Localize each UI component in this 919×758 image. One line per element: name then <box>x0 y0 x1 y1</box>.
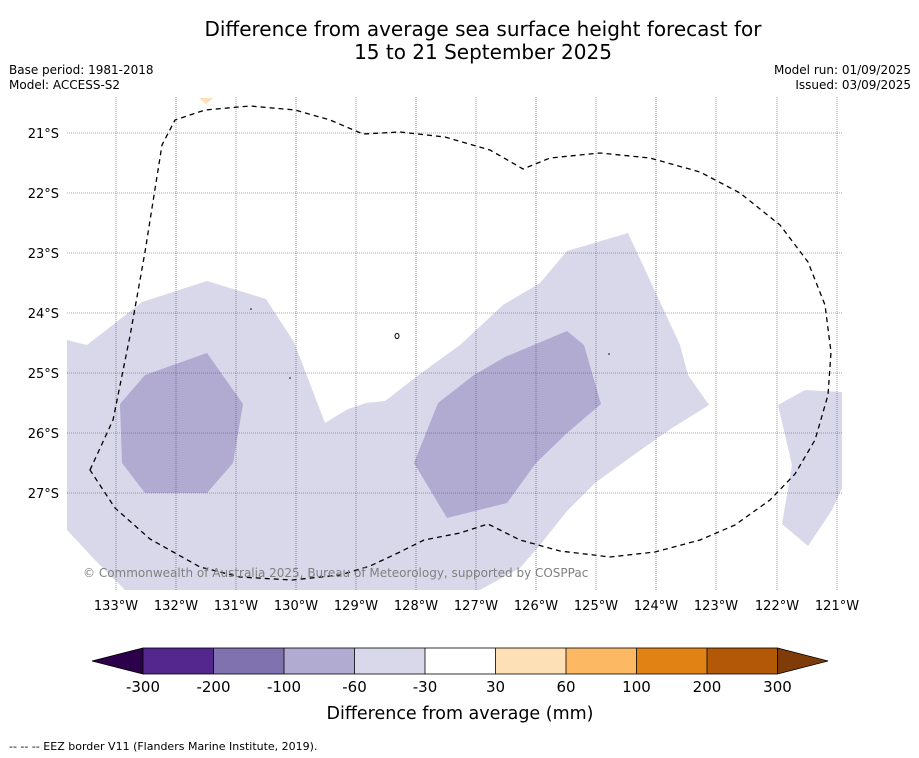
lat-label-22s: 22°S <box>28 187 59 202</box>
meta-right: Model run: 01/09/2025 Issued: 03/09/2025 <box>774 63 911 93</box>
lon-label-122w: 122°W <box>755 599 799 614</box>
anomaly-region-light-purple-east <box>778 390 842 546</box>
lon-label-124w: 124°W <box>634 599 678 614</box>
lon-label-123w: 123°W <box>694 599 738 614</box>
lat-label-27s: 27°S <box>28 487 59 502</box>
anomaly-region-light-purple <box>67 233 709 590</box>
colorbar-extend-low <box>91 647 144 675</box>
colorbar-tick--300: -300 <box>126 678 160 696</box>
base-period: Base period: 1981-2018 <box>9 63 154 77</box>
colorbar-tick-300: 300 <box>763 678 792 696</box>
colorbar-bin-4 <box>354 648 425 674</box>
map-area: © Commonwealth of Australia 2025, Bureau… <box>67 97 842 590</box>
lon-label-126w: 126°W <box>514 599 558 614</box>
issued-date: Issued: 03/09/2025 <box>795 78 911 92</box>
colorbar-tick-30: 30 <box>486 678 505 696</box>
latitude-labels: 21°S 22°S 23°S 24°S 25°S 26°S 27°S <box>28 127 59 502</box>
anomaly-region-mid-purple-west <box>120 353 243 493</box>
title-line-1: Difference from average sea surface heig… <box>204 17 762 41</box>
copyright-text: © Commonwealth of Australia 2025, Bureau… <box>83 566 588 580</box>
gridlines <box>67 97 842 590</box>
lon-label-127w: 127°W <box>454 599 498 614</box>
colorbar-bin-1 <box>143 648 214 674</box>
colorbar-bin-8 <box>636 648 707 674</box>
colorbar-tick-100: 100 <box>622 678 651 696</box>
model-run: Model run: 01/09/2025 <box>773 63 911 77</box>
colorbar-tick--60: -60 <box>342 678 367 696</box>
lat-label-21s: 21°S <box>28 127 59 142</box>
lat-label-23s: 23°S <box>28 247 59 262</box>
lon-label-131w: 131°W <box>214 599 258 614</box>
lon-label-129w: 129°W <box>334 599 378 614</box>
anomaly-region-mid-purple-central <box>414 331 601 518</box>
islands <box>250 308 610 379</box>
anomaly-region-light-orange <box>199 98 213 104</box>
colorbar-bin-6 <box>495 648 566 674</box>
eez-footnote: -- -- -- EEZ border V11 (Flanders Marine… <box>9 740 318 753</box>
title-line-2: 15 to 21 September 2025 <box>354 40 612 64</box>
lat-label-26s: 26°S <box>28 427 59 442</box>
colorbar-tick-60: 60 <box>556 678 575 696</box>
lat-label-25s: 25°S <box>28 367 59 382</box>
colorbar-bin-5 <box>425 648 496 674</box>
colorbar-extend-high <box>777 647 829 675</box>
colorbar-outline <box>142 647 778 675</box>
colorbar-title: Difference from average (mm) <box>326 704 593 724</box>
lon-label-133w: 133°W <box>94 599 138 614</box>
colorbar-bin-7 <box>566 648 637 674</box>
colorbar-tick-200: 200 <box>693 678 722 696</box>
colorbar-tick--100: -100 <box>267 678 301 696</box>
colorbar-dividers <box>213 648 708 674</box>
meta-left: Base period: 1981-2018 Model: ACCESS-S2 <box>9 63 154 93</box>
colorbar-bin-9 <box>707 648 778 674</box>
lat-label-24s: 24°S <box>28 307 59 322</box>
colorbar-bin-3 <box>284 648 355 674</box>
colorbar-tick--200: -200 <box>196 678 230 696</box>
lon-label-121w: 121°W <box>815 599 859 614</box>
colorbar-bin-2 <box>213 648 284 674</box>
colorbar: -300 -200 -100 -60 -30 30 60 100 200 300… <box>91 647 829 724</box>
lon-label-128w: 128°W <box>394 599 438 614</box>
lon-label-132w: 132°W <box>154 599 198 614</box>
map-title: Difference from average sea surface heig… <box>0 18 919 64</box>
colorbar-tick--30: -30 <box>413 678 438 696</box>
lon-label-130w: 130°W <box>274 599 318 614</box>
lon-label-125w: 125°W <box>574 599 618 614</box>
model-name: Model: ACCESS-S2 <box>9 78 121 92</box>
longitude-labels: 133°W 132°W 131°W 130°W 129°W 128°W 127°… <box>94 599 859 614</box>
eez-border <box>89 105 832 581</box>
